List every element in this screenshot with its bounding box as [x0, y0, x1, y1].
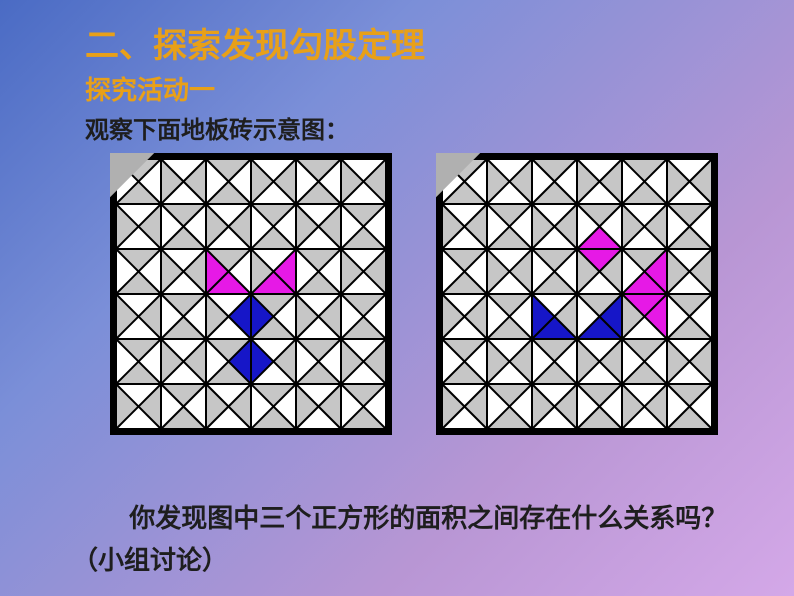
question-text: 你发现图中三个正方形的面积之间存在什么关系吗？（小组讨论） — [72, 498, 752, 581]
activity-subtitle: 探究活动一 — [85, 70, 215, 107]
instruction-text: 观察下面地板砖示意图： — [85, 110, 349, 145]
grids-container — [110, 153, 718, 435]
section-title: 二、探索发现勾股定理 — [85, 18, 425, 67]
tile-grid-right — [436, 153, 718, 435]
tile-grid-left — [110, 153, 392, 435]
